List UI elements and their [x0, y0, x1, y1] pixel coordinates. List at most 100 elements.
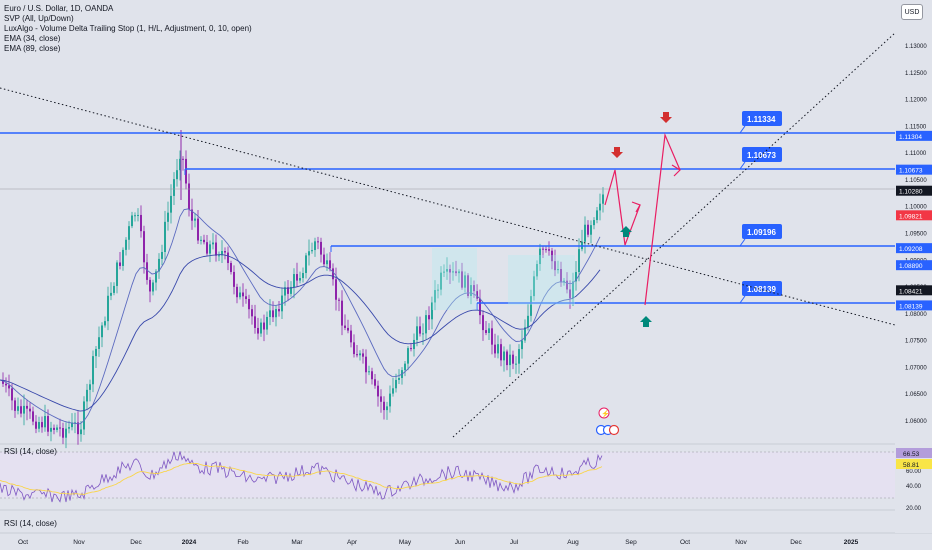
rsi-label-2[interactable]: RSI (14, close) [4, 519, 57, 528]
price-tick: 1.09500 [905, 232, 927, 238]
candle-body [296, 274, 298, 281]
candle-body [143, 231, 145, 263]
buy-arrow-icon [620, 226, 632, 237]
candle-body [488, 328, 490, 333]
currency-button[interactable]: USD [901, 4, 923, 20]
candle-body [536, 264, 538, 277]
indicator-ema34[interactable]: EMA (34, close) [4, 34, 61, 43]
candle-body [434, 290, 436, 303]
candle-body [152, 282, 154, 292]
candle-body [494, 344, 496, 354]
indicator-ema89[interactable]: EMA (89, close) [4, 44, 61, 53]
candle-body [56, 427, 58, 430]
price-tick: 1.10500 [905, 178, 927, 184]
highlight-box [432, 248, 477, 310]
rsi-line [0, 451, 603, 503]
candle-body [74, 422, 76, 424]
time-tick: Aug [567, 539, 579, 546]
candle-body [188, 183, 190, 210]
candle-body [374, 379, 376, 386]
candle-body [290, 286, 292, 294]
level-label: 1.08139 [747, 285, 776, 294]
candle-body [314, 241, 316, 251]
rsi-label[interactable]: RSI (14, close) [4, 447, 57, 456]
candle-body [473, 285, 475, 292]
candle-body [329, 260, 331, 269]
candle-body [155, 271, 157, 283]
candle-body [425, 315, 427, 334]
price-tick: 1.11000 [905, 151, 927, 157]
candle-body [410, 348, 412, 350]
candle-body [344, 325, 346, 328]
candle-body [524, 327, 526, 341]
candle-body [500, 344, 502, 361]
candle-body [509, 354, 511, 366]
candle-body [233, 271, 235, 287]
price-badge-text: 1.10280 [899, 189, 923, 196]
price-pane[interactable] [0, 0, 895, 443]
candle-body [512, 354, 514, 364]
candle-body [551, 250, 553, 262]
level-label-pointer [739, 295, 746, 304]
candle-body [149, 279, 151, 292]
level-label-pointer [739, 238, 746, 247]
candle-body [266, 316, 268, 330]
candle-body [398, 378, 400, 380]
projection-arrowhead [671, 164, 681, 177]
price-tick: 1.07000 [905, 365, 927, 371]
candle-body [515, 363, 517, 365]
candle-body [23, 405, 25, 414]
candle-body [566, 280, 568, 290]
candle-body [554, 261, 556, 271]
candle-body [215, 242, 217, 256]
candle-body [260, 322, 262, 334]
candle-body [593, 220, 595, 226]
candle-body [350, 330, 352, 343]
candle-body [542, 248, 544, 250]
candle-body [239, 292, 241, 298]
candle-body [395, 379, 397, 389]
candle-body [383, 401, 385, 411]
candle-body [248, 299, 250, 310]
candle-body [491, 328, 493, 345]
time-tick: Oct [18, 539, 28, 546]
candle-body [125, 239, 127, 250]
price-tick: 1.12500 [905, 71, 927, 77]
rsi-value-text: 66.53 [903, 451, 920, 458]
price-badge-text: 1.08421 [899, 288, 923, 295]
candle-body [533, 276, 535, 297]
candle-body [101, 325, 103, 338]
candle-body [221, 251, 223, 256]
indicator-svp[interactable]: SVP (All, Up/Down) [4, 14, 74, 23]
candle-body [173, 179, 175, 196]
candle-body [347, 327, 349, 331]
candle-body [62, 428, 64, 438]
candle-body [437, 289, 439, 291]
symbol-title[interactable]: Euro / U.S. Dollar, 1D, OANDA [4, 4, 114, 13]
candle-body [443, 271, 445, 273]
candle-body [413, 339, 415, 350]
candle-body [287, 287, 289, 294]
time-tick: Feb [237, 539, 249, 546]
candle-body [146, 262, 148, 280]
event-lightning-glyph: ⚡ [601, 409, 610, 418]
candle-body [317, 241, 319, 243]
candle-body [200, 239, 202, 241]
candle-body [368, 371, 370, 373]
candle-body [161, 251, 163, 259]
candle-body [167, 212, 169, 222]
indicator-luxalgo[interactable]: LuxAlgo - Volume Delta Trailing Stop (1,… [4, 24, 252, 33]
candle-body [92, 356, 94, 385]
candle-body [461, 271, 463, 288]
candle-body [242, 292, 244, 297]
candle-body [497, 344, 499, 354]
level-label-pointer [739, 161, 746, 170]
candle-body [38, 422, 40, 429]
candle-body [308, 251, 310, 256]
candle-body [275, 309, 277, 318]
candle-body [407, 348, 409, 364]
candle-body [278, 309, 280, 312]
candle-body [122, 249, 124, 266]
price-tick: 1.07500 [905, 339, 927, 345]
